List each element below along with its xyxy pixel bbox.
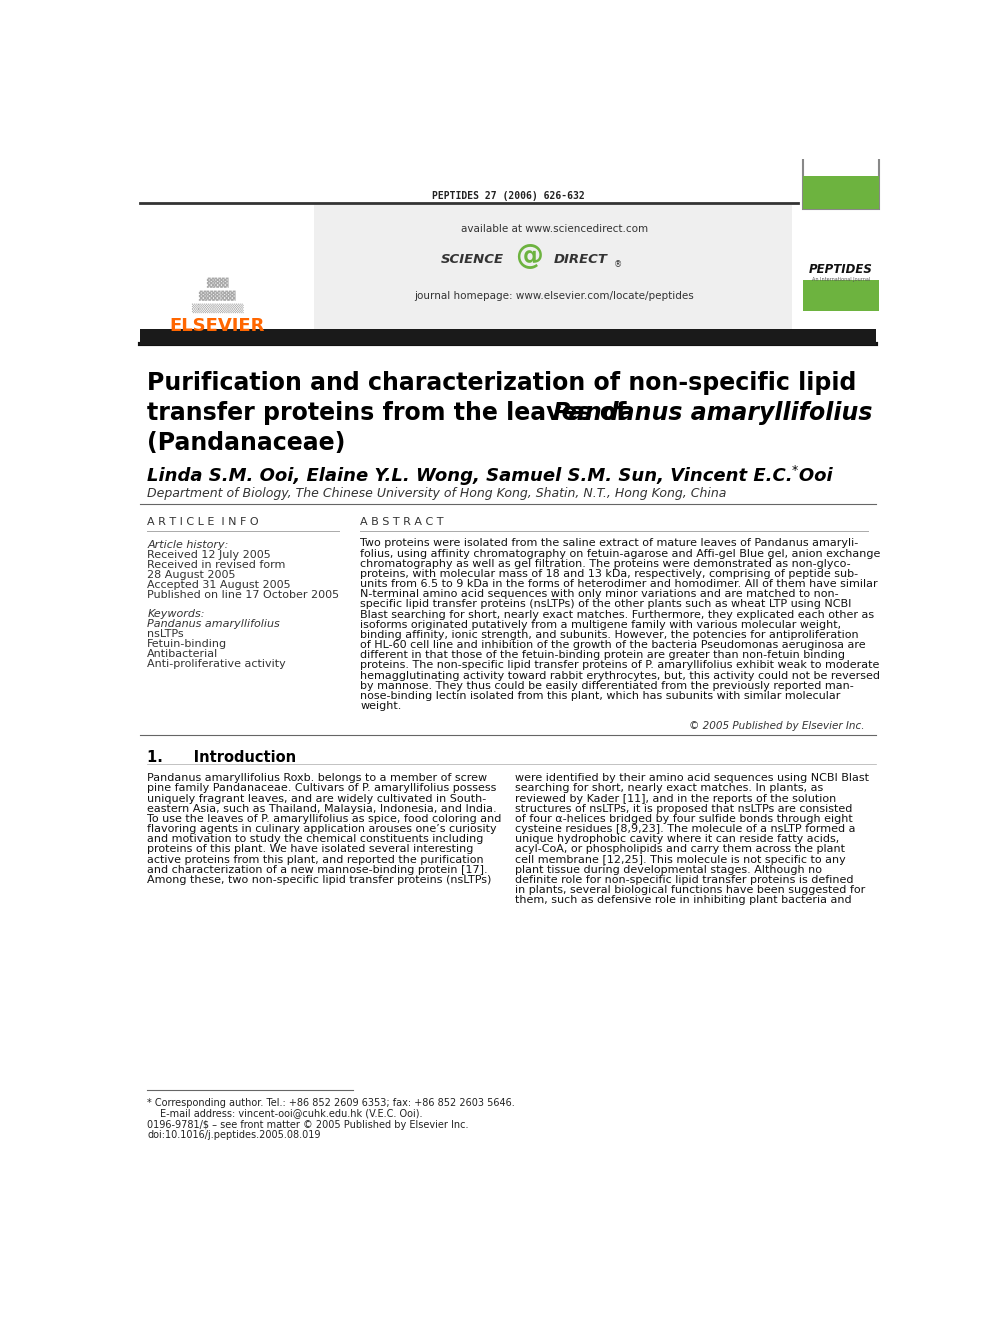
Text: units from 6.5 to 9 kDa in the forms of heterodimer and homodimer. All of them h: units from 6.5 to 9 kDa in the forms of … bbox=[360, 579, 878, 589]
Text: cell membrane [12,25]. This molecule is not specific to any: cell membrane [12,25]. This molecule is … bbox=[516, 855, 846, 864]
Text: Antibacterial: Antibacterial bbox=[147, 650, 218, 659]
Text: different in that those of the fetuin-binding protein are greater than non-fetui: different in that those of the fetuin-bi… bbox=[360, 650, 845, 660]
Text: proteins. The non-specific lipid transfer proteins of P. amaryllifolius exhibit : proteins. The non-specific lipid transfe… bbox=[360, 660, 880, 671]
Text: © 2005 Published by Elsevier Inc.: © 2005 Published by Elsevier Inc. bbox=[688, 721, 864, 730]
Bar bbox=[803, 75, 879, 209]
Text: chromatography as well as gel filtration. The proteins were demonstrated as non-: chromatography as well as gel filtration… bbox=[360, 558, 851, 569]
Text: isoforms originated putatively from a multigene family with various molecular we: isoforms originated putatively from a mu… bbox=[360, 619, 841, 630]
Text: SCIENCE: SCIENCE bbox=[440, 253, 504, 266]
Text: unique hydrophobic cavity where it can reside fatty acids,: unique hydrophobic cavity where it can r… bbox=[516, 835, 839, 844]
Bar bbox=[313, 205, 792, 343]
Text: acyl-CoA, or phospholipids and carry them across the plant: acyl-CoA, or phospholipids and carry the… bbox=[516, 844, 845, 855]
Text: Received 12 July 2005: Received 12 July 2005 bbox=[147, 550, 271, 560]
Text: Blast searching for short, nearly exact matches. Furthermore, they explicated ea: Blast searching for short, nearly exact … bbox=[360, 610, 875, 619]
Bar bbox=[803, 280, 879, 311]
Text: 28 August 2005: 28 August 2005 bbox=[147, 570, 236, 579]
Text: definite role for non-specific lipid transfer proteins is defined: definite role for non-specific lipid tra… bbox=[516, 875, 854, 885]
Text: Anti-proliferative activity: Anti-proliferative activity bbox=[147, 659, 286, 669]
Text: PEPTIDES 27 (2006) 626-632: PEPTIDES 27 (2006) 626-632 bbox=[433, 191, 584, 201]
Bar bbox=[140, 329, 876, 345]
Text: structures of nsLTPs, it is proposed that nsLTPs are consisted: structures of nsLTPs, it is proposed tha… bbox=[516, 803, 853, 814]
Text: nsLTPs: nsLTPs bbox=[147, 630, 184, 639]
Text: and motivation to study the chemical constituents including: and motivation to study the chemical con… bbox=[147, 835, 484, 844]
Text: *: * bbox=[792, 463, 799, 476]
Text: Pandanus amaryllifolius Roxb. belongs to a member of screw: Pandanus amaryllifolius Roxb. belongs to… bbox=[147, 773, 487, 783]
Text: Keywords:: Keywords: bbox=[147, 609, 204, 619]
Text: binding affinity, ionic strength, and subunits. However, the potencies for antip: binding affinity, ionic strength, and su… bbox=[360, 630, 859, 640]
Text: * Corresponding author. Tel.: +86 852 2609 6353; fax: +86 852 2603 5646.: * Corresponding author. Tel.: +86 852 26… bbox=[147, 1098, 515, 1109]
Text: plant tissue during developmental stages. Although no: plant tissue during developmental stages… bbox=[516, 865, 822, 875]
Text: by mannose. They thus could be easily differentiated from the previously reporte: by mannose. They thus could be easily di… bbox=[360, 680, 854, 691]
Text: proteins, with molecular mass of 18 and 13 kDa, respectively, comprising of pept: proteins, with molecular mass of 18 and … bbox=[360, 569, 858, 579]
Text: reviewed by Kader [11], and in the reports of the solution: reviewed by Kader [11], and in the repor… bbox=[516, 794, 836, 803]
Text: weight.: weight. bbox=[360, 701, 402, 710]
Text: flavoring agents in culinary application arouses one’s curiosity: flavoring agents in culinary application… bbox=[147, 824, 497, 833]
Text: doi:10.1016/j.peptides.2005.08.019: doi:10.1016/j.peptides.2005.08.019 bbox=[147, 1130, 320, 1139]
Text: Linda S.M. Ooi, Elaine Y.L. Wong, Samuel S.M. Sun, Vincent E.C. Ooi: Linda S.M. Ooi, Elaine Y.L. Wong, Samuel… bbox=[147, 467, 833, 484]
Text: N-terminal amino acid sequences with only minor variations and are matched to no: N-terminal amino acid sequences with onl… bbox=[360, 589, 839, 599]
Text: folius, using affinity chromatography on fetuin-agarose and Affi-gel Blue gel, a: folius, using affinity chromatography on… bbox=[360, 549, 881, 558]
Text: of HL-60 cell line and inhibition of the growth of the bacteria Pseudomonas aeru: of HL-60 cell line and inhibition of the… bbox=[360, 640, 866, 650]
Text: E-mail address: vincent-ooi@cuhk.edu.hk (V.E.C. Ooi).: E-mail address: vincent-ooi@cuhk.edu.hk … bbox=[161, 1109, 423, 1118]
Text: @: @ bbox=[516, 242, 544, 270]
Text: Received in revised form: Received in revised form bbox=[147, 560, 286, 570]
Text: Published on line 17 October 2005: Published on line 17 October 2005 bbox=[147, 590, 339, 599]
Text: Purification and characterization of non-specific lipid: Purification and characterization of non… bbox=[147, 370, 857, 394]
Text: ▓▓▓
▓▓▓▓▓
▒▒▒▒▒▒▒: ▓▓▓ ▓▓▓▓▓ ▒▒▒▒▒▒▒ bbox=[190, 278, 243, 312]
Text: 0196-9781/$ – see front matter © 2005 Published by Elsevier Inc.: 0196-9781/$ – see front matter © 2005 Pu… bbox=[147, 1119, 469, 1130]
Text: An International Journal: An International Journal bbox=[811, 277, 870, 282]
Text: Pandanus amaryllifolius: Pandanus amaryllifolius bbox=[553, 401, 872, 425]
Text: Fetuin-binding: Fetuin-binding bbox=[147, 639, 227, 650]
Text: To use the leaves of P. amaryllifolius as spice, food coloring and: To use the leaves of P. amaryllifolius a… bbox=[147, 814, 502, 824]
Text: PEPTIDES: PEPTIDES bbox=[808, 263, 873, 275]
Text: Two proteins were isolated from the saline extract of mature leaves of Pandanus : Two proteins were isolated from the sali… bbox=[360, 538, 859, 548]
Text: Among these, two non-specific lipid transfer proteins (nsLTPs): Among these, two non-specific lipid tran… bbox=[147, 875, 492, 885]
Text: them, such as defensive role in inhibiting plant bacteria and: them, such as defensive role in inhibiti… bbox=[516, 896, 852, 905]
Text: DIRECT: DIRECT bbox=[555, 253, 608, 266]
Text: cysteine residues [8,9,23]. The molecule of a nsLTP formed a: cysteine residues [8,9,23]. The molecule… bbox=[516, 824, 856, 833]
Text: were identified by their amino acid sequences using NCBI Blast: were identified by their amino acid sequ… bbox=[516, 773, 869, 783]
Text: ®: ® bbox=[614, 261, 622, 270]
Text: of four α-helices bridged by four sulfide bonds through eight: of four α-helices bridged by four sulfid… bbox=[516, 814, 853, 824]
Text: Article history:: Article history: bbox=[147, 540, 228, 550]
Text: uniquely fragrant leaves, and are widely cultivated in South-: uniquely fragrant leaves, and are widely… bbox=[147, 794, 486, 803]
Text: journal homepage: www.elsevier.com/locate/peptides: journal homepage: www.elsevier.com/locat… bbox=[415, 291, 694, 302]
Text: transfer proteins from the leaves of: transfer proteins from the leaves of bbox=[147, 401, 635, 425]
Text: available at www.sciencedirect.com: available at www.sciencedirect.com bbox=[460, 224, 648, 234]
Text: nose-binding lectin isolated from this plant, which has subunits with similar mo: nose-binding lectin isolated from this p… bbox=[360, 691, 841, 701]
Text: A R T I C L E  I N F O: A R T I C L E I N F O bbox=[147, 517, 259, 527]
Text: pine family Pandanaceae. Cultivars of P. amaryllifolius possess: pine family Pandanaceae. Cultivars of P.… bbox=[147, 783, 497, 794]
Text: A B S T R A C T: A B S T R A C T bbox=[360, 517, 443, 527]
Text: eastern Asia, such as Thailand, Malaysia, Indonesia, and India.: eastern Asia, such as Thailand, Malaysia… bbox=[147, 803, 497, 814]
Text: 1.      Introduction: 1. Introduction bbox=[147, 750, 297, 765]
Text: specific lipid transfer proteins (nsLTPs) of the other plants such as wheat LTP : specific lipid transfer proteins (nsLTPs… bbox=[360, 599, 852, 610]
Text: proteins of this plant. We have isolated several interesting: proteins of this plant. We have isolated… bbox=[147, 844, 473, 855]
Text: searching for short, nearly exact matches. In plants, as: searching for short, nearly exact matche… bbox=[516, 783, 823, 794]
Text: Accepted 31 August 2005: Accepted 31 August 2005 bbox=[147, 579, 291, 590]
Text: Department of Biology, The Chinese University of Hong Kong, Shatin, N.T., Hong K: Department of Biology, The Chinese Unive… bbox=[147, 487, 726, 500]
Text: active proteins from this plant, and reported the purification: active proteins from this plant, and rep… bbox=[147, 855, 484, 864]
Bar bbox=[803, 176, 879, 209]
Text: Pandanus amaryllifolius: Pandanus amaryllifolius bbox=[147, 619, 280, 630]
Text: ELSEVIER: ELSEVIER bbox=[170, 316, 265, 335]
Text: (Pandanaceae): (Pandanaceae) bbox=[147, 430, 345, 455]
Text: and characterization of a new mannose-binding protein [17].: and characterization of a new mannose-bi… bbox=[147, 865, 488, 875]
Text: in plants, several biological functions have been suggested for: in plants, several biological functions … bbox=[516, 885, 866, 896]
Text: hemagglutinating activity toward rabbit erythrocytes, but, this activity could n: hemagglutinating activity toward rabbit … bbox=[360, 671, 880, 680]
